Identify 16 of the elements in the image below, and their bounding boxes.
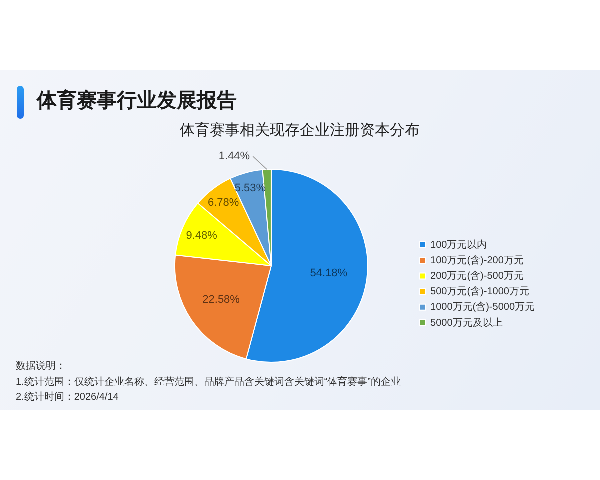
data-label: 1.44% — [218, 150, 250, 163]
text: 1.统计范围：仅统计企业名称、经营范围、品牌产品含关键词含关键词“体育赛事”的企业 — [16, 376, 401, 390]
legend-label: 1000万元(含)-5000万元 — [430, 301, 535, 314]
data-label: 54.18% — [310, 268, 348, 280]
text: 数据说明： — [16, 360, 67, 374]
legend-label: 5000万元及以上 — [430, 316, 503, 329]
legend-label: 200万元(含)-500万元 — [430, 270, 524, 282]
data-label: 22.58% — [202, 294, 240, 306]
data-label: 6.78% — [208, 197, 240, 210]
chart-subtitle: 体育赛事相关现存企业注册资本分布 — [179, 121, 421, 141]
legend-label: 100万元(含)-200万元 — [430, 254, 524, 266]
data-label: 9.48% — [186, 230, 218, 242]
text: 2.统计时间：2026/4/14 — [16, 390, 120, 406]
legend-label: 100万元以内 — [430, 238, 488, 251]
legend-label: 500万元(含)-1000万元 — [430, 286, 530, 298]
chart-title: 体育赛事行业发展报告 — [37, 89, 237, 113]
